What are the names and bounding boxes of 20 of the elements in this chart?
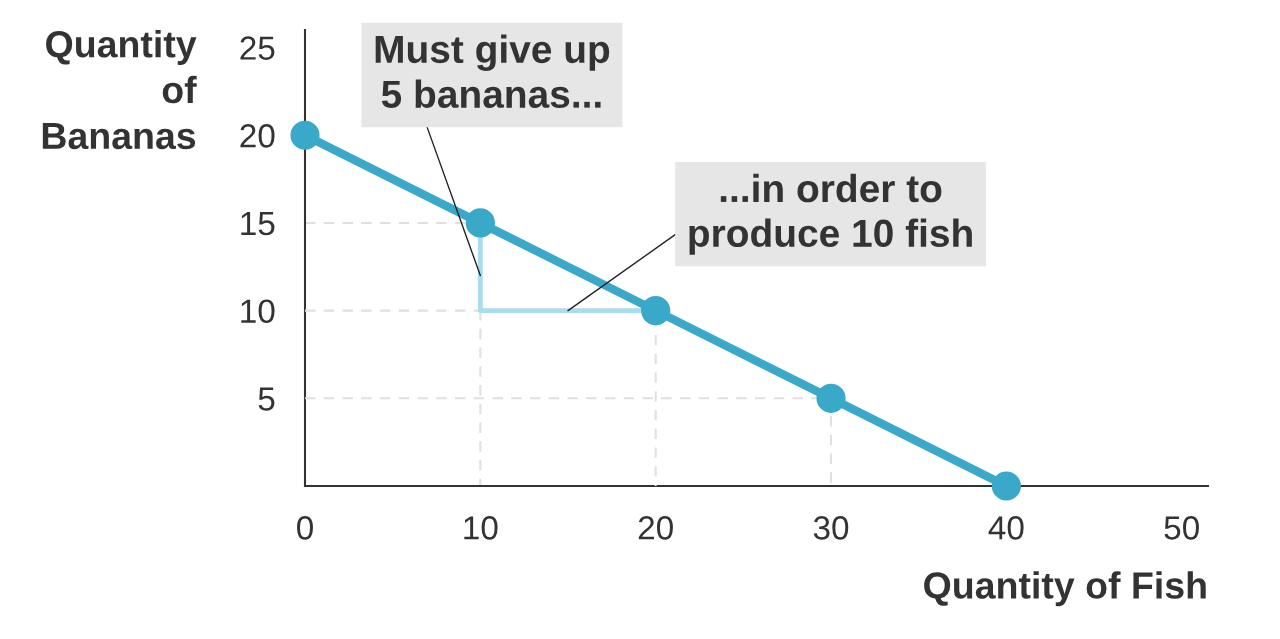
y-tick-label: 25 xyxy=(240,36,275,60)
y-tick-label: 20 xyxy=(240,124,275,148)
point xyxy=(641,296,671,326)
y-axis-title: Quantity of Bananas xyxy=(42,30,197,150)
x-tick-label: 40 xyxy=(988,516,1024,540)
x-tick-label: 50 xyxy=(1164,516,1199,540)
point xyxy=(290,120,320,150)
annotation: Must give up 5 bananas... xyxy=(375,34,610,109)
y-tick-label: 15 xyxy=(241,212,275,236)
x-tick-label: 0 xyxy=(297,516,313,540)
x-tick-label: 20 xyxy=(638,516,673,540)
x-tick-label: 30 xyxy=(813,516,849,540)
y-tick-label: 10 xyxy=(241,299,275,324)
x-axis-title: Quantity of Fish xyxy=(924,571,1206,607)
point xyxy=(465,208,495,238)
y-tick-label: 5 xyxy=(258,387,275,411)
annotation: ...in order to produce 10 fish xyxy=(689,173,972,255)
point xyxy=(991,471,1021,501)
x-tick-label: 10 xyxy=(464,516,498,540)
point xyxy=(816,383,846,413)
